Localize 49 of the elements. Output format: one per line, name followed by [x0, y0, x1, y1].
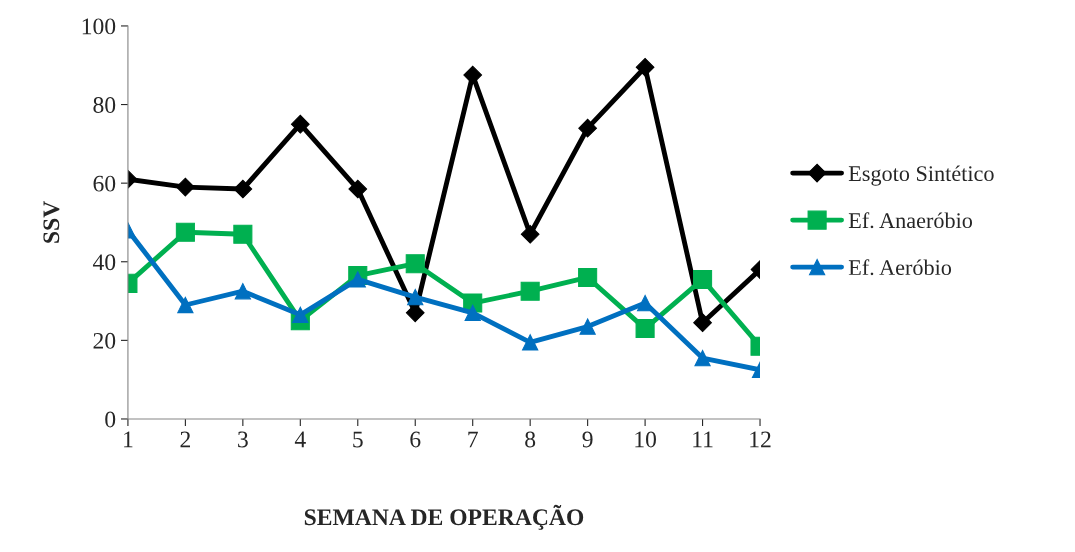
x-tick-label: 1	[124, 431, 133, 448]
point	[694, 349, 711, 367]
point	[405, 303, 425, 323]
x-tick-label: 12	[750, 431, 771, 448]
point	[693, 313, 712, 333]
point	[407, 288, 424, 306]
point	[175, 222, 195, 242]
x-tick-label: 2	[180, 431, 190, 448]
point	[520, 224, 540, 244]
point	[233, 224, 253, 244]
legend-label: Ef. Aeróbio	[848, 259, 952, 276]
point	[234, 283, 252, 300]
point	[349, 271, 366, 288]
x-tick-label: 11	[693, 431, 713, 448]
x-tick-label: 3	[238, 431, 248, 448]
point	[292, 306, 309, 323]
point	[463, 65, 483, 85]
point	[177, 296, 194, 314]
point	[290, 114, 310, 134]
y-axis-title: SSV	[43, 201, 60, 243]
x-tick-label: 7	[468, 431, 478, 448]
x-tick-label: 6	[410, 431, 421, 448]
point	[520, 281, 540, 301]
y-tick-label: 0	[105, 411, 116, 428]
point	[464, 304, 481, 322]
point	[405, 254, 425, 274]
legend-label: Esgoto Sintético	[848, 165, 994, 186]
point	[348, 179, 368, 199]
point	[578, 118, 597, 138]
y-tick-label: 20	[93, 332, 116, 349]
y-tick-label: 40	[92, 254, 116, 271]
point	[578, 267, 598, 288]
point	[176, 177, 195, 197]
point	[635, 319, 655, 339]
point	[233, 179, 253, 199]
y-tick-label: 60	[93, 175, 116, 192]
legend-label: Ef. Anaeróbio	[848, 212, 973, 229]
x-axis-title: SEMANA DE OPERAÇÃO	[304, 504, 584, 530]
y-tick-label: 100	[82, 18, 116, 35]
point	[579, 318, 596, 335]
y-tick-label: 80	[93, 97, 116, 113]
x-tick-label: 5	[353, 431, 363, 448]
point	[635, 57, 655, 77]
x-tick-label: 4	[294, 431, 306, 448]
point	[522, 334, 539, 351]
x-tick-label: 10	[635, 431, 656, 448]
x-tick-label: 8	[525, 431, 536, 448]
x-tick-label: 9	[582, 431, 593, 448]
point	[693, 269, 713, 289]
